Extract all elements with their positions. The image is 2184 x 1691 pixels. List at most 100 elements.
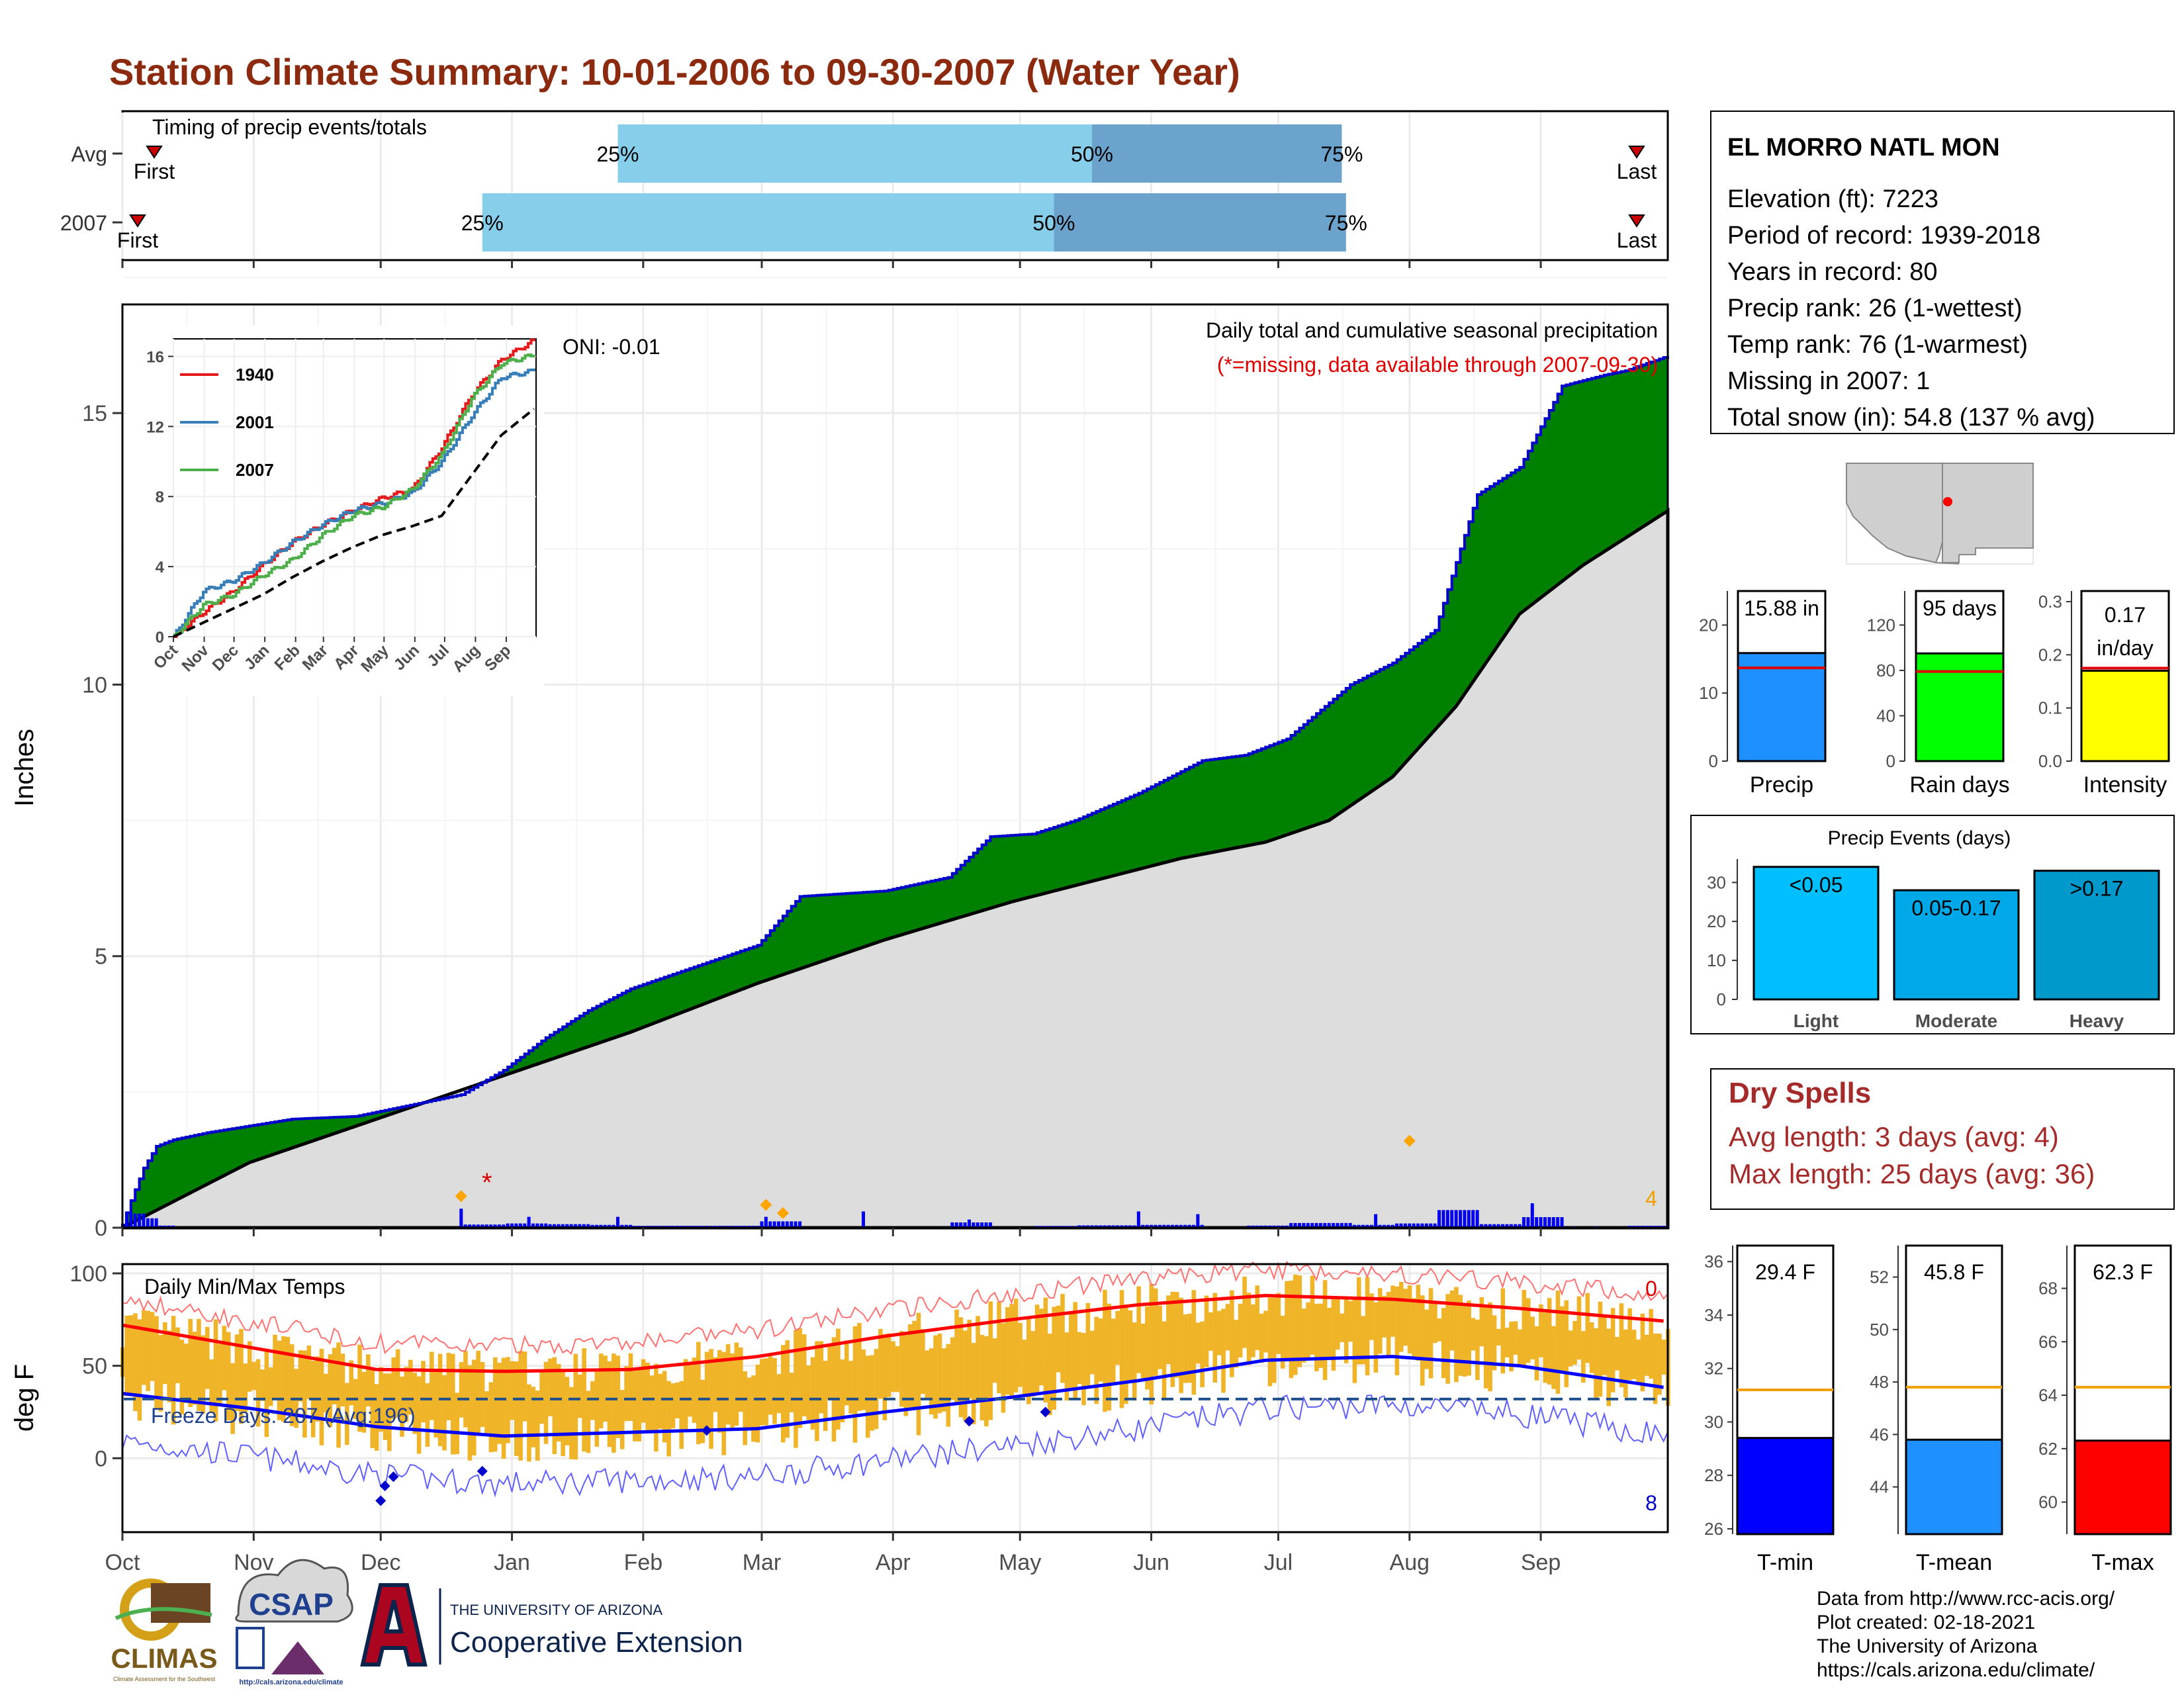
daily-temp-bar xyxy=(289,1344,295,1426)
daily-temp-bar xyxy=(1322,1280,1328,1381)
daily-precip-bar xyxy=(950,1222,954,1228)
daily-precip-bar xyxy=(1382,1224,1386,1228)
precip-frame xyxy=(121,303,1669,1229)
missing-marker: * xyxy=(482,1168,492,1197)
daily-precip-bar xyxy=(1475,1210,1479,1228)
daily-precip-bar xyxy=(1395,1223,1399,1228)
daily-temp-bar xyxy=(1306,1302,1310,1361)
cold-record-marker xyxy=(388,1471,399,1483)
daily-temp-bar xyxy=(844,1340,849,1406)
daily-temp-bar xyxy=(624,1366,629,1422)
events-bar xyxy=(1893,889,2020,1001)
daily-temp-bar xyxy=(1195,1322,1201,1364)
daily-temp-bar xyxy=(1267,1297,1273,1387)
daily-precip-bar xyxy=(963,1222,967,1228)
daily-precip-bar xyxy=(1480,1224,1484,1228)
daily-temp-bar xyxy=(1449,1290,1455,1351)
daily-precip-bar xyxy=(1323,1222,1327,1228)
month-label: Apr xyxy=(876,1550,911,1575)
mini-y-tick-label: 10 xyxy=(1699,683,1718,703)
first-event-marker xyxy=(129,214,146,228)
daily-temp-bar xyxy=(379,1367,383,1432)
mini-y-tick-label: 32 xyxy=(1704,1359,1723,1379)
temp-lines xyxy=(122,1261,1668,1506)
daily-temp-bar xyxy=(1636,1339,1641,1385)
daily-precip-bar xyxy=(1454,1210,1458,1228)
daily-temp-bar xyxy=(615,1355,621,1438)
daily-temp-bar xyxy=(222,1326,227,1391)
daily-temp-bar xyxy=(548,1358,553,1416)
daily-temp-bar xyxy=(1589,1322,1594,1373)
daily-temp-bar xyxy=(950,1337,955,1400)
events-bar-label: Moderate xyxy=(1915,1011,1997,1031)
daily-temp-bar xyxy=(1424,1309,1429,1369)
month-label: Jul xyxy=(1264,1550,1293,1575)
month-label: Jun xyxy=(1133,1550,1169,1575)
daily-precip-bar xyxy=(163,1225,167,1228)
daily-precip-bar xyxy=(1175,1224,1179,1228)
daily-precip-bar xyxy=(1255,1225,1259,1228)
daily-temp-bar xyxy=(239,1328,244,1424)
daily-temp-bar xyxy=(1382,1296,1387,1338)
dry-spells-frame xyxy=(1710,1068,2175,1210)
daily-temp-bar xyxy=(484,1391,489,1434)
daily-precip-bar xyxy=(1111,1225,1115,1228)
footer-credit-line: Data from http://www.rcc-acis.org/ xyxy=(1817,1588,2115,1610)
inset-legend-label: 1940 xyxy=(236,365,274,385)
inset-y-tick-label: 4 xyxy=(156,559,165,576)
daily-precip-bar xyxy=(1433,1223,1437,1228)
daily-precip-bar xyxy=(1488,1224,1492,1228)
daily-precip-bar xyxy=(493,1224,497,1228)
daily-precip-bar xyxy=(594,1224,598,1228)
daily-temp-bar xyxy=(1026,1318,1031,1404)
daily-temp-bar xyxy=(1187,1313,1192,1383)
daily-temp-bar xyxy=(218,1344,222,1404)
daily-precip-bar xyxy=(1340,1222,1343,1228)
daily-precip-bar xyxy=(582,1224,586,1228)
daily-precip-bar xyxy=(1496,1224,1500,1228)
csap-wordmark: CSAP xyxy=(249,1587,334,1622)
daily-temp-bar xyxy=(1377,1288,1383,1354)
snow-marker xyxy=(455,1190,467,1203)
daily-temp-bar xyxy=(1174,1292,1179,1378)
daily-temp-bar xyxy=(1310,1275,1315,1355)
daily-temp-bar xyxy=(1234,1320,1239,1368)
daily-temp-bar xyxy=(1560,1306,1565,1371)
daily-precip-bar xyxy=(1150,1224,1154,1228)
precip-y-tick-label: 15 xyxy=(82,401,107,426)
daily-temp-bar xyxy=(324,1373,328,1413)
climas-wordmark: CLIMAS xyxy=(111,1643,218,1674)
ua-name: THE UNIVERSITY OF ARIZONA xyxy=(450,1602,662,1618)
daily-temp-bar xyxy=(789,1373,794,1412)
daily-temp-bar xyxy=(1581,1331,1586,1383)
snow-marker xyxy=(760,1199,772,1211)
daily-temp-bar xyxy=(1056,1305,1061,1373)
daily-temp-bar xyxy=(984,1336,989,1427)
csap-chart-icon xyxy=(236,1627,265,1669)
daily-temp-bar xyxy=(734,1342,739,1426)
daily-temp-bar xyxy=(1336,1297,1340,1350)
daily-temp-bar xyxy=(755,1364,760,1443)
daily-temp-bar xyxy=(963,1330,968,1421)
daily-temp-bar xyxy=(831,1337,837,1441)
month-label: Nov xyxy=(234,1550,273,1575)
daily-temp-bar xyxy=(1488,1302,1492,1392)
daily-temp-bar xyxy=(255,1359,261,1427)
last-event-marker xyxy=(1628,214,1645,228)
climas-subtitle: Climate Assessment for the Southwest xyxy=(113,1676,216,1682)
snow-marker xyxy=(776,1207,789,1219)
daily-temp-bar xyxy=(751,1375,756,1442)
daily-temp-bar xyxy=(1073,1302,1077,1400)
mini-y-tick-label: 20 xyxy=(1699,615,1718,635)
precip-y-ticks: 0 5 10 15 xyxy=(82,401,1542,1241)
daily-temp-bar xyxy=(1111,1318,1116,1383)
daily-temp-bar xyxy=(1437,1318,1442,1342)
daily-precip-bar xyxy=(154,1218,158,1228)
daily-temp-bar xyxy=(146,1310,150,1391)
daily-temp-bar xyxy=(899,1331,904,1407)
daily-temp-bar xyxy=(501,1357,506,1459)
events-y-tick-label: 10 xyxy=(1707,950,1726,970)
daily-precip-bar xyxy=(1369,1224,1373,1228)
daily-temp-bar xyxy=(1568,1330,1573,1367)
